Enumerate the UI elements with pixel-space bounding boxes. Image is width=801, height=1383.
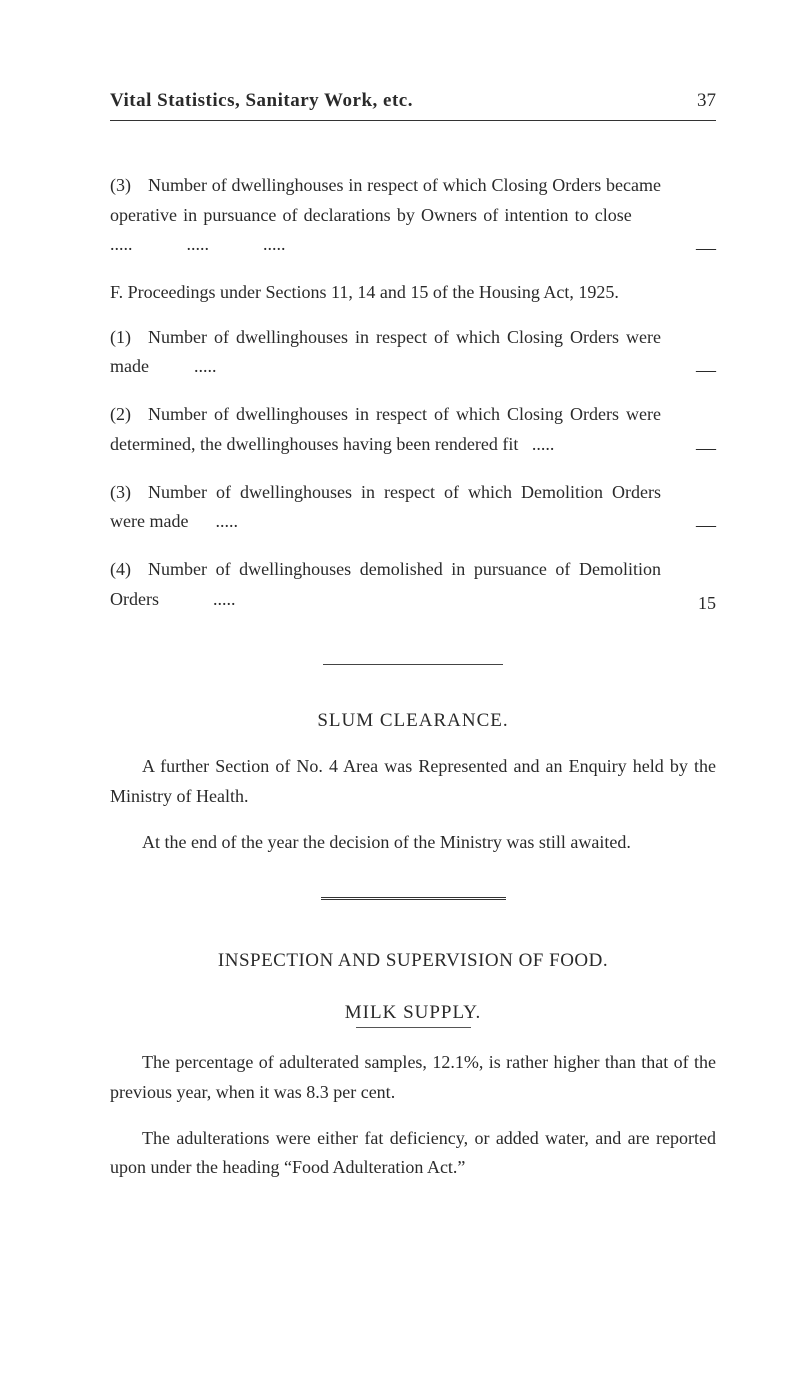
item-value: 15 (686, 593, 716, 614)
page-header: Vital Statistics, Sanitary Work, etc. 37 (110, 90, 716, 112)
item-text: (3)Number of dwellinghouses in respect o… (110, 171, 686, 260)
body-paragraph: At the end of the year the decision of t… (110, 828, 716, 858)
list-item: (1)Number of dwellinghouses in respect o… (110, 323, 716, 382)
item-value: — (686, 359, 716, 382)
milk-supply-title: MILK SUPPLY. (110, 1002, 716, 1024)
milk-title-underline (356, 1027, 471, 1028)
section-f-heading: F. Proceedings under Sections 11, 14 and… (110, 278, 716, 308)
body-paragraph: The adulterations were either fat defici… (110, 1124, 716, 1183)
item-number: (3) (110, 478, 148, 508)
section-divider (323, 664, 503, 665)
item-number: (1) (110, 323, 148, 353)
item-text: (3)Number of dwellinghouses in respect o… (110, 478, 686, 537)
list-item: (4)Number of dwellinghouses demolished i… (110, 555, 716, 614)
list-item: (3)Number of dwellinghouses in respect o… (110, 171, 716, 260)
item-body: Number of dwellinghouses in respect of w… (110, 327, 661, 377)
page-number: 37 (697, 90, 716, 112)
double-rule-divider (321, 897, 506, 900)
item-number: (3) (110, 171, 148, 201)
header-title: Vital Statistics, Sanitary Work, etc. (110, 90, 413, 112)
list-item: (3)Number of dwellinghouses in respect o… (110, 478, 716, 537)
item-text: (4)Number of dwellinghouses demolished i… (110, 555, 686, 614)
item-body: Number of dwellinghouses in respect of w… (110, 482, 661, 532)
item-value: — (686, 514, 716, 537)
body-paragraph: A further Section of No. 4 Area was Repr… (110, 752, 716, 811)
item-value: — (686, 237, 716, 260)
body-paragraph: The percentage of adulterated samples, 1… (110, 1048, 716, 1107)
inspection-title: INSPECTION AND SUPERVISION OF FOOD. (110, 950, 716, 972)
item-body: Number of dwellinghouses demolished in p… (110, 559, 661, 609)
item-number: (4) (110, 555, 148, 585)
item-body: Number of dwellinghouses in respect of w… (110, 404, 661, 454)
list-item: (2)Number of dwellinghouses in respect o… (110, 400, 716, 459)
item-value: — (686, 437, 716, 460)
slum-clearance-title: SLUM CLEARANCE. (110, 710, 716, 732)
item-number: (2) (110, 400, 148, 430)
item-text: (1)Number of dwellinghouses in respect o… (110, 323, 686, 382)
item-body: Number of dwellinghouses in respect of w… (110, 175, 661, 254)
item-text: (2)Number of dwellinghouses in respect o… (110, 400, 686, 459)
header-rule (110, 120, 716, 121)
